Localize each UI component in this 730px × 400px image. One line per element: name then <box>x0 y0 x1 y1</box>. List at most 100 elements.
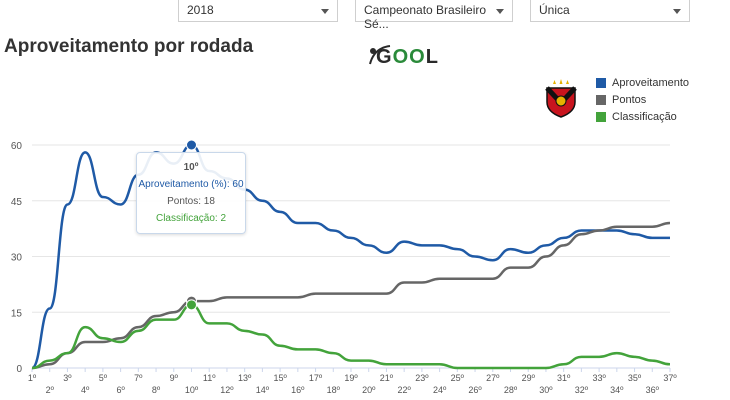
data-point-pontos <box>650 225 654 229</box>
data-point-pontos <box>668 221 672 225</box>
data-point-classificacao <box>562 362 566 366</box>
data-point-pontos <box>615 225 619 229</box>
legend-item-aproveitamento[interactable]: Aproveitamento <box>596 74 689 91</box>
championship-select[interactable]: Campeonato Brasileiro Sé... <box>355 0 513 31</box>
data-point-pontos <box>260 295 264 299</box>
x-tick-label: 34º <box>610 385 624 395</box>
data-point-aproveitamento <box>314 221 318 225</box>
data-point-aproveitamento <box>562 236 566 240</box>
data-point-pontos <box>119 336 123 340</box>
data-point-classificacao <box>402 362 406 366</box>
data-point-pontos <box>420 281 424 285</box>
data-point-classificacao <box>331 351 335 355</box>
x-tick-label: 24º <box>433 385 447 395</box>
data-point-classificacao <box>296 347 300 351</box>
x-tick-label: 5º <box>99 373 108 383</box>
data-point-aproveitamento <box>509 247 513 251</box>
data-point-classificacao <box>48 359 52 363</box>
data-point-pontos <box>314 292 318 296</box>
highlight-point-classificacao <box>186 299 197 311</box>
data-point-aproveitamento <box>65 202 69 206</box>
data-point-aproveitamento <box>331 228 335 232</box>
x-tick-label: 3º <box>63 373 72 383</box>
x-tick-label: 2º <box>46 385 55 395</box>
data-point-aproveitamento <box>668 236 672 240</box>
championship-select-value: Campeonato Brasileiro Sé... <box>364 3 487 31</box>
data-point-classificacao <box>455 366 459 370</box>
data-point-aproveitamento <box>633 232 637 236</box>
data-point-classificacao <box>526 366 530 370</box>
legend-swatch-classificacao <box>596 111 606 122</box>
data-point-classificacao <box>509 366 513 370</box>
data-point-classificacao <box>420 362 424 366</box>
data-point-aproveitamento <box>296 221 300 225</box>
data-point-aproveitamento <box>384 251 388 255</box>
data-point-classificacao <box>579 355 583 359</box>
data-point-classificacao <box>668 362 672 366</box>
data-point-pontos <box>331 292 335 296</box>
series-line-aproveitamento <box>30 143 670 370</box>
x-tick-label: 30º <box>539 385 553 395</box>
x-tick-label: 11º <box>203 373 216 383</box>
gool-logo-text: GOOL <box>376 46 439 68</box>
legend-item-pontos[interactable]: Pontos <box>596 91 689 108</box>
data-point-aproveitamento <box>615 228 619 232</box>
x-tick-label: 21º <box>380 373 394 383</box>
data-point-classificacao <box>314 347 318 351</box>
data-point-aproveitamento <box>473 255 477 259</box>
legend-item-classificacao[interactable]: Classificação <box>596 108 689 125</box>
x-tick-label: 13º <box>238 373 252 383</box>
legend-label-classificacao: Classificação <box>612 110 677 123</box>
data-point-pontos <box>509 266 513 270</box>
data-point-pontos <box>473 277 477 281</box>
page-title: Aproveitamento por rodada <box>4 36 254 57</box>
y-tick-label: 45 <box>11 197 23 208</box>
x-tick-label: 7º <box>134 373 143 383</box>
x-tick-label: 4º <box>81 385 90 395</box>
data-point-pontos <box>579 232 583 236</box>
data-point-aproveitamento <box>367 243 371 247</box>
data-point-classificacao <box>136 329 140 333</box>
data-point-pontos <box>154 314 158 318</box>
data-point-classificacao <box>65 351 69 355</box>
x-tick-label: 35º <box>628 373 642 383</box>
data-point-aproveitamento <box>455 247 459 251</box>
data-point-classificacao <box>207 321 211 325</box>
data-point-pontos <box>207 299 211 303</box>
x-tick-label: 37º <box>663 373 677 383</box>
data-point-classificacao <box>349 359 353 363</box>
data-point-pontos <box>349 292 353 296</box>
data-point-classificacao <box>225 321 229 325</box>
data-point-aproveitamento <box>349 236 353 240</box>
data-point-aproveitamento <box>544 243 548 247</box>
chevron-down-icon <box>673 9 681 14</box>
chart-tooltip: 10º Aproveitamento (%): 60 Pontos: 18 Cl… <box>136 152 246 234</box>
x-tick-label: 10º <box>185 385 199 395</box>
data-point-aproveitamento <box>119 202 123 206</box>
legend-swatch-aproveitamento <box>596 77 606 88</box>
data-point-pontos <box>633 225 637 229</box>
data-point-classificacao <box>154 318 158 322</box>
data-point-pontos <box>278 295 282 299</box>
data-point-classificacao <box>650 359 654 363</box>
data-point-pontos <box>243 295 247 299</box>
data-point-aproveitamento <box>579 228 583 232</box>
tooltip-classificacao: Classificação: 2 <box>155 213 227 224</box>
x-tick-label: 1º <box>28 373 37 383</box>
series-line-classificacao <box>31 303 671 370</box>
x-tick-label: 9º <box>170 373 179 383</box>
phase-select[interactable]: Única <box>530 0 690 22</box>
data-point-pontos <box>455 277 459 281</box>
year-select[interactable]: 2018 <box>178 0 338 22</box>
chevron-down-icon <box>496 9 504 14</box>
data-point-pontos <box>438 277 442 281</box>
chevron-down-icon <box>321 9 329 14</box>
data-point-classificacao <box>384 362 388 366</box>
data-point-classificacao <box>278 344 282 348</box>
x-tick-label: 12º <box>220 385 234 395</box>
data-point-classificacao <box>544 366 548 370</box>
data-point-classificacao <box>30 366 34 370</box>
x-tick-label: 22º <box>398 385 412 395</box>
data-point-pontos <box>367 292 371 296</box>
data-point-pontos <box>402 281 406 285</box>
